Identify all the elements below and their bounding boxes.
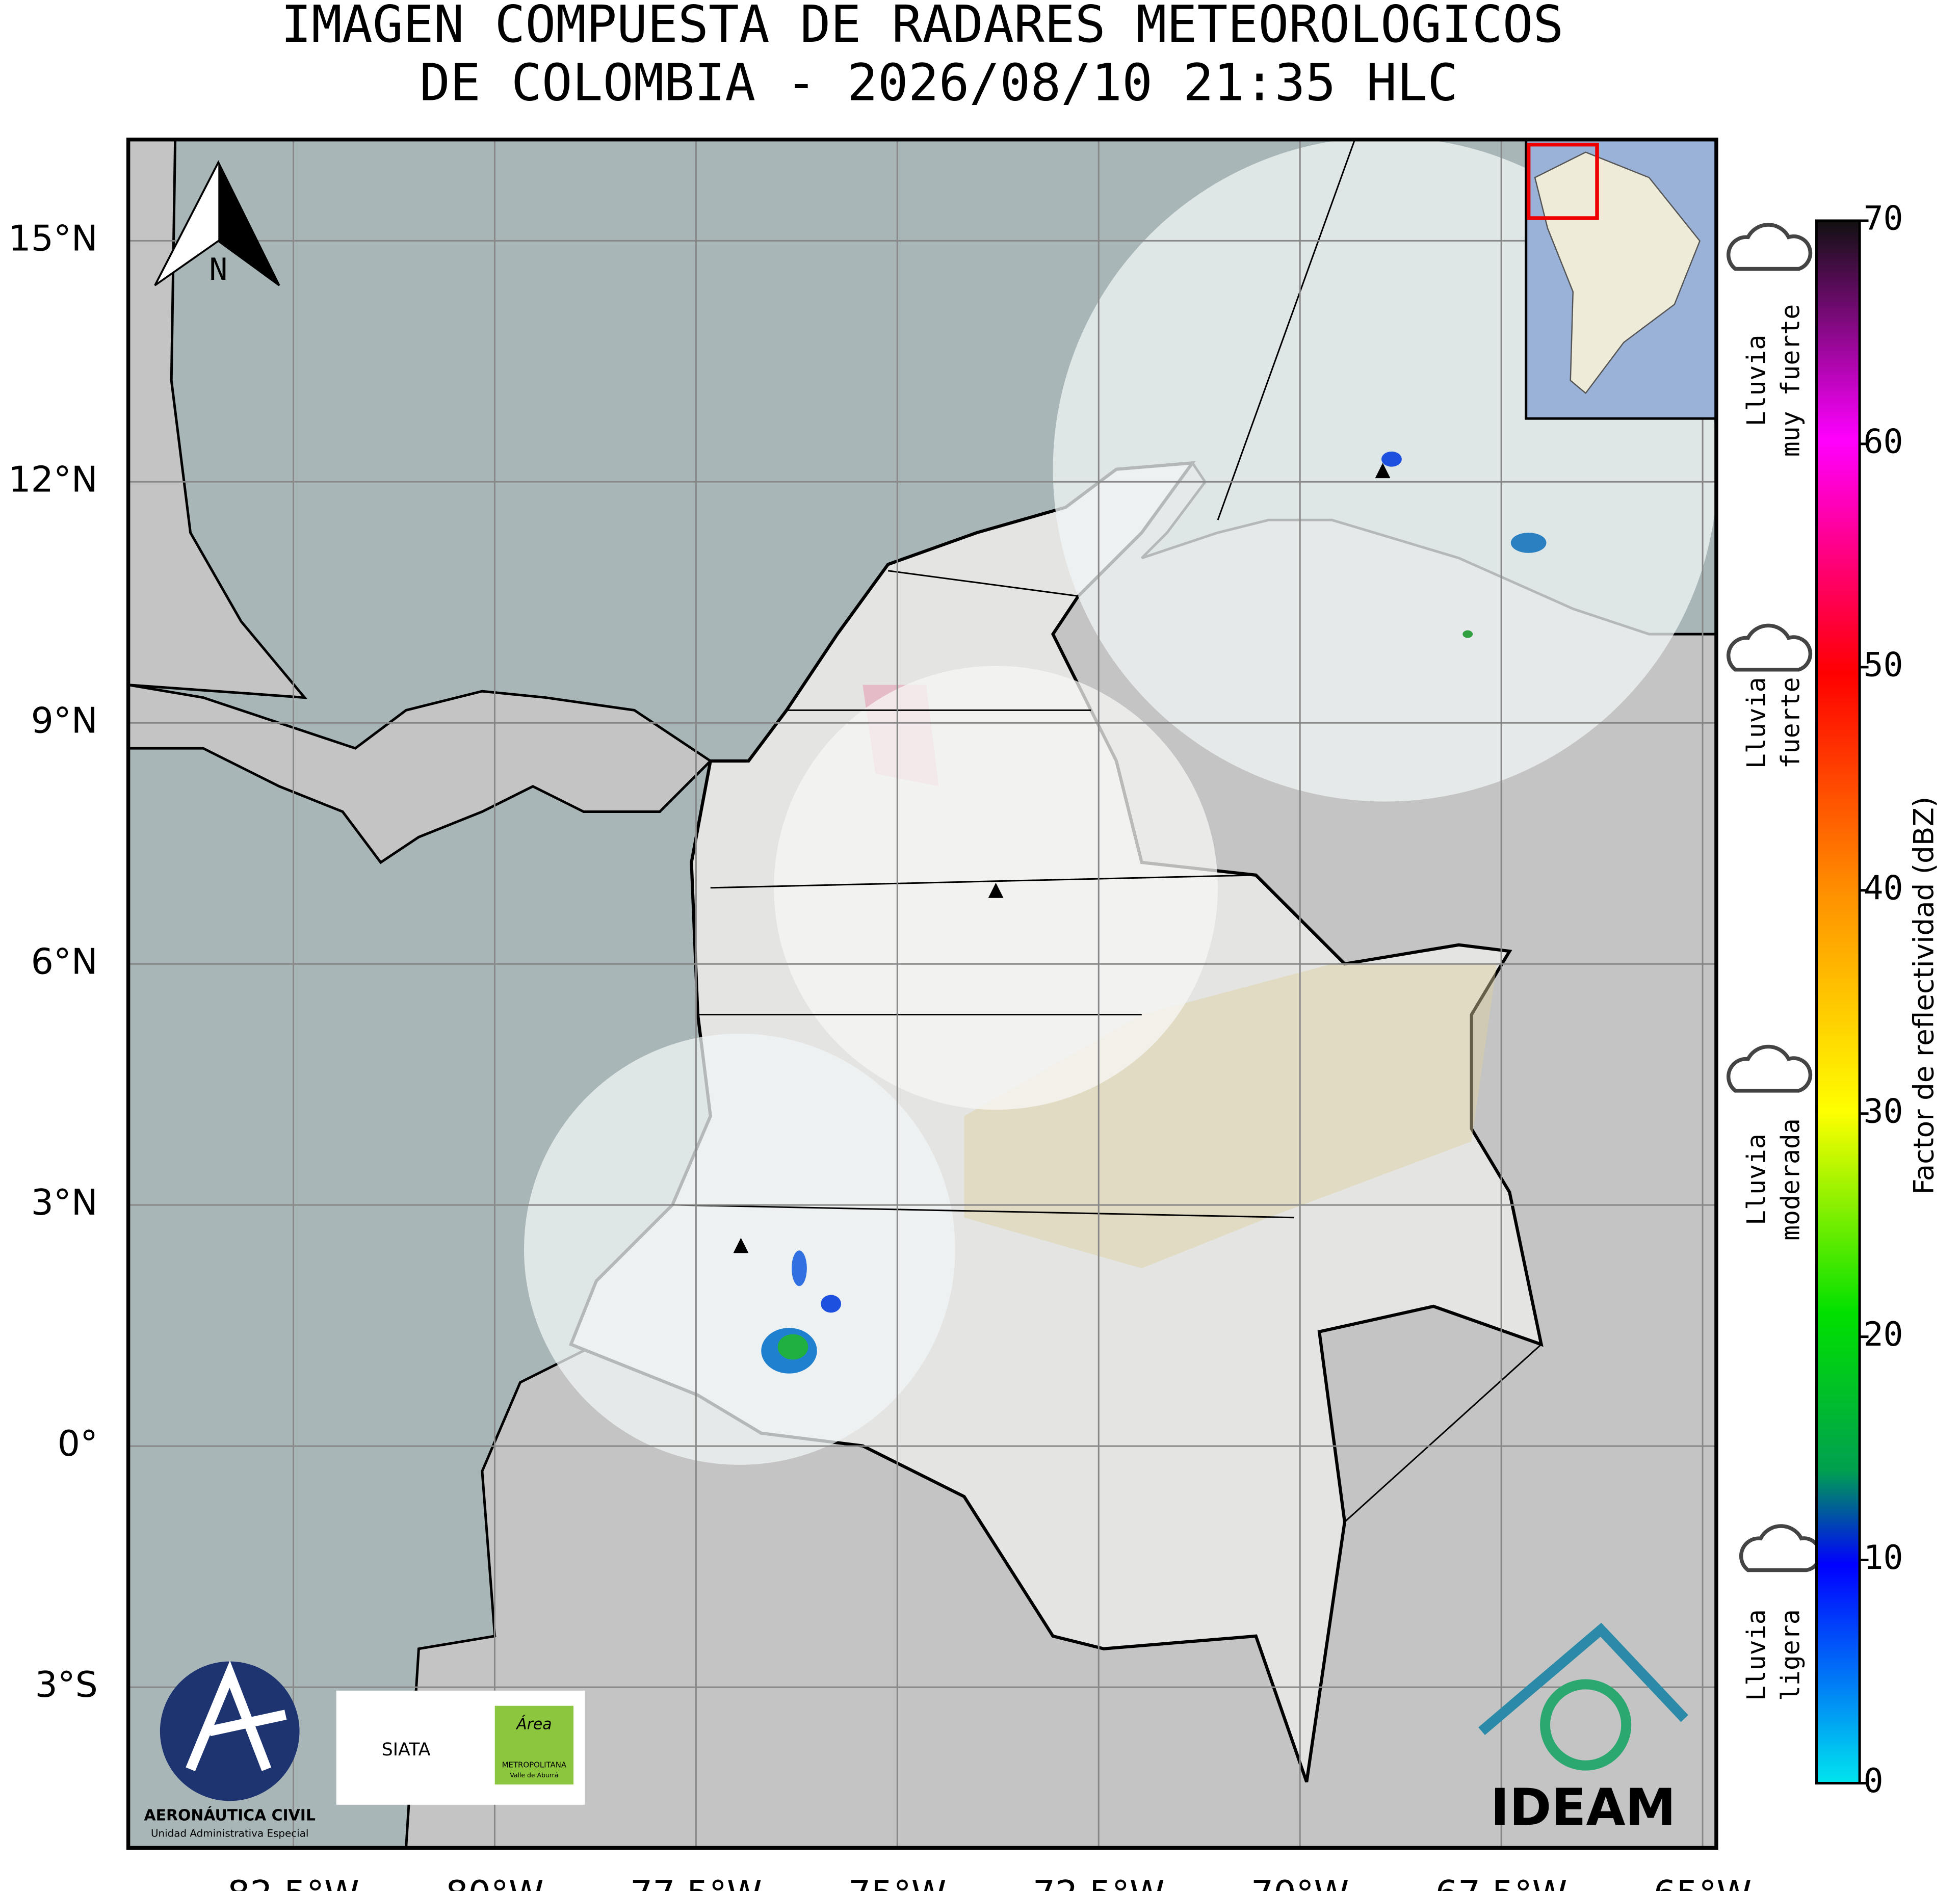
y-tick-label: 9°N xyxy=(31,700,98,741)
x-tick-label: 82.5°W xyxy=(227,1873,359,1891)
y-tick-label: 6°N xyxy=(31,941,98,982)
radar-site xyxy=(733,1238,749,1253)
map: AERONÁUTICA CIVIL Unidad Administrativa … xyxy=(128,139,1716,1848)
ideam-logo xyxy=(1540,1679,1632,1771)
y-tick-label: 12°N xyxy=(8,459,98,500)
logo-text: IDEAM xyxy=(1491,1779,1676,1837)
inset-box xyxy=(1526,142,1599,220)
compass-label: N xyxy=(209,252,227,287)
colorbar-tick-label: 70 xyxy=(1864,200,1903,238)
rain-level-label: muy fuerte xyxy=(1776,304,1806,457)
land xyxy=(128,684,713,864)
colorbar-tick-label: 0 xyxy=(1864,1762,1884,1800)
title-line: IMAGEN COMPUESTA DE RADARES METEOROLOGIC… xyxy=(281,0,1563,54)
x-tick-label: 67.5°W xyxy=(1435,1873,1567,1891)
logos xyxy=(160,1622,1688,1805)
colorbar-label: Factor de reflectividad (dBZ) xyxy=(1907,797,1940,1195)
y-tick-label: 3°S xyxy=(35,1664,98,1705)
y-tick-label: 0° xyxy=(58,1423,98,1464)
map-frame xyxy=(126,137,1718,1850)
colorbar-tick-label: 30 xyxy=(1864,1092,1903,1131)
rain-level-label: ligera xyxy=(1776,1609,1806,1701)
land xyxy=(128,139,308,699)
radar-site xyxy=(988,882,1004,898)
x-tick-label: 72.5°W xyxy=(1033,1873,1165,1891)
ideam-logo xyxy=(1478,1622,1688,1736)
title-line: DE COLOMBIA - 2026/08/10 21:35 HLC xyxy=(420,54,1458,113)
colorbar-tick-label: 50 xyxy=(1864,646,1903,684)
radar-echoes xyxy=(761,451,1547,1374)
logo-text: Valle de Aburrá xyxy=(510,1771,558,1779)
logo-text: METROPOLITANA xyxy=(502,1761,567,1770)
aerocivil-logo xyxy=(186,1660,287,1771)
y-tick-label: 3°N xyxy=(31,1182,98,1223)
logo-text: SIATA xyxy=(382,1740,431,1760)
axis-ticks: 82.5°W 80°W 77.5°W 75°W 72.5°W 70°W 67.5°W 65°W… xyxy=(8,200,1903,1891)
rain-level-label: moderada xyxy=(1776,1118,1806,1241)
colorbar-tick-label: 20 xyxy=(1864,1316,1903,1354)
logo-text: Área xyxy=(515,1715,552,1734)
rain-level-label: Lluvia xyxy=(1742,677,1771,769)
rain-icons xyxy=(1727,223,1822,1572)
area-logo xyxy=(494,1705,574,1784)
logo-text: AERONÁUTICA CIVIL xyxy=(144,1806,316,1825)
x-tick-label: 75°W xyxy=(848,1873,946,1891)
colorbar xyxy=(1815,219,1861,1784)
colorbar-tick-label: 10 xyxy=(1864,1539,1903,1577)
rain-level-label: Lluvia xyxy=(1742,1134,1771,1225)
x-tick-label: 70°W xyxy=(1251,1873,1349,1891)
x-tick-label: 80°W xyxy=(446,1873,543,1891)
y-tick-label: 15°N xyxy=(8,218,98,259)
logo-text: Unidad Administrativa Especial xyxy=(151,1828,308,1840)
rain-level-label: fuerte xyxy=(1776,677,1806,769)
admin-border xyxy=(672,139,1542,1782)
inset-land xyxy=(1534,151,1701,395)
colorbar-tick-label: 60 xyxy=(1864,423,1903,461)
grid xyxy=(128,139,1716,1848)
rain-level-label: Lluvia xyxy=(1742,335,1771,427)
radar-site xyxy=(1375,463,1391,479)
rain-level-label: Lluvia xyxy=(1742,1609,1771,1701)
colorbar-tick-label: 40 xyxy=(1864,869,1903,907)
x-tick-label: 77.5°W xyxy=(630,1873,762,1891)
x-tick-label: 65°W xyxy=(1654,1873,1752,1891)
